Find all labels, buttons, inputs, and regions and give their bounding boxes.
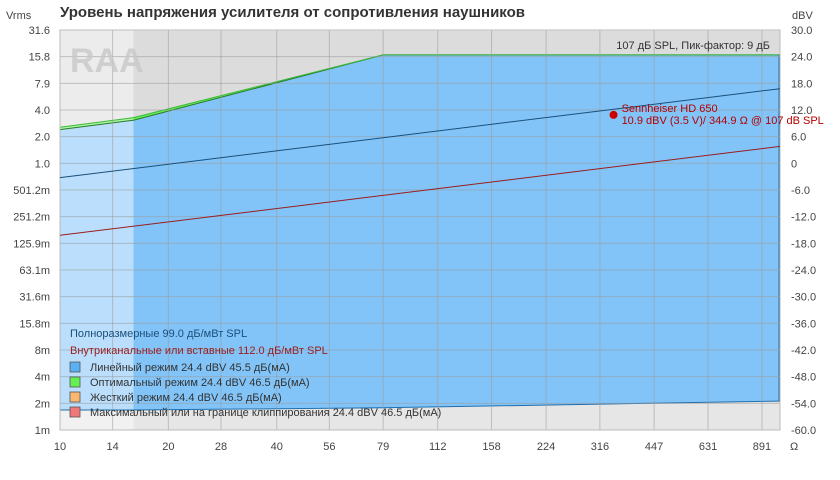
y-right-tick-label: 0 — [791, 158, 797, 170]
series-line-2 — [60, 145, 780, 236]
grid — [59, 29, 781, 431]
y-left-tick-label: 2m — [35, 398, 50, 410]
info-text: 107 дБ SPL, Пик-фактор: 9 дБ — [616, 40, 770, 52]
y-right-tick-label: 30.0 — [791, 25, 812, 37]
series-line-1 — [60, 88, 780, 179]
y-right-tick-label: -30.0 — [791, 292, 816, 304]
legend-region-4: Максимальный или на границе клиппировани… — [90, 407, 441, 419]
y-right-tick-label: -6.0 — [791, 185, 810, 197]
y-right-tick-label: 18.0 — [791, 78, 812, 90]
legend-series-2: Внутриканальные или вставные 112.0 дБ/мВ… — [70, 345, 328, 357]
x-tick-label: 14 — [106, 441, 118, 453]
y-left-tick-label: 7.9 — [35, 78, 50, 90]
y-right-ticks: -60.0 -54.0 -48.0 -42.0 -36.0 -30.0 -24.0 -18.0… — [791, 25, 816, 437]
region-optimal-top-edge — [60, 54, 780, 128]
x-tick-label: 40 — [271, 441, 283, 453]
x-tick-label: 316 — [591, 441, 609, 453]
legend-swatch-2 — [69, 376, 81, 388]
y-left-tick-label: 251.2m — [13, 212, 50, 224]
legend: Полноразмерные 99.0 дБ/мВт SPL Внутрикана… — [69, 328, 441, 419]
y-left-tick-label: 1m — [35, 425, 50, 437]
legend-series-1: Полноразмерные 99.0 дБ/мВт SPL — [70, 328, 247, 340]
x-tick-label: 631 — [699, 441, 717, 453]
x-ticks: 10 14 20 28 40 56 79 112 158 224 316 447 631 891 — [54, 441, 771, 453]
x-axis-unit: Ω — [790, 441, 798, 453]
y-left-tick-label: 8m — [35, 345, 50, 357]
annotation-detail: 10.9 dBV (3.5 V)/ 344.9 Ω @ 107 dB SPL — [622, 115, 824, 127]
chart-title: Уровень напряжения усилителя от сопротив… — [60, 4, 525, 21]
logo-mark: RAA — [70, 42, 144, 80]
y-right-tick-label: 24.0 — [791, 52, 812, 64]
y-left-tick-label: 4m — [35, 372, 50, 384]
x-tick-label: 79 — [377, 441, 389, 453]
x-tick-label: 158 — [482, 441, 500, 453]
logo: RAA — [70, 42, 144, 80]
legend-swatch-3 — [69, 391, 81, 403]
plot-border — [59, 29, 781, 431]
x-tick-label: 10 — [54, 441, 66, 453]
legend-swatch-4 — [69, 406, 81, 418]
legend-region-2: Оптимальный режим 24.4 dBV 46.5 дБ(мА) — [90, 377, 310, 389]
y-left-tick-label: 125.9m — [13, 238, 50, 250]
x-tick-label: 20 — [162, 441, 174, 453]
series-lines — [60, 88, 780, 236]
y-left-tick-label: 15.8m — [19, 318, 50, 330]
y-right-tick-label: -42.0 — [791, 345, 816, 357]
y-right-tick-label: -60.0 — [791, 425, 816, 437]
y-left-axis-label: Vrms — [6, 10, 32, 22]
y-right-tick-label: -54.0 — [791, 398, 816, 410]
x-tick-label: 56 — [323, 441, 335, 453]
y-right-tick-label: -24.0 — [791, 265, 816, 277]
y-right-tick-label: -36.0 — [791, 318, 816, 330]
y-right-tick-label: -48.0 — [791, 372, 816, 384]
x-tick-label: 112 — [429, 441, 447, 453]
y-right-tick-label: 6.0 — [791, 132, 806, 144]
y-left-tick-label: 15.8 — [29, 52, 50, 64]
region-floor-edge — [60, 400, 780, 411]
x-tick-label: 224 — [537, 441, 555, 453]
y-left-tick-label: 501.2m — [13, 185, 50, 197]
legend-swatch-1 — [69, 361, 81, 373]
y-left-tick-label: 63.1m — [19, 265, 50, 277]
legend-region-1: Линейный режим 24.4 dBV 45.5 дБ(мА) — [90, 362, 290, 374]
y-right-tick-label: -18.0 — [791, 238, 816, 250]
y-left-tick-label: 31.6m — [19, 292, 50, 304]
y-right-tick-label: -12.0 — [791, 212, 816, 224]
x-tick-label: 447 — [645, 441, 663, 453]
annotation-point — [609, 110, 618, 119]
y-left-ticks: 1m 2m 4m 8m 15.8m 31.6m 63.1m 125.9m 251.2m 501.2… — [13, 25, 50, 437]
y-left-tick-label: 31.6 — [29, 25, 50, 37]
x-tick-label: 28 — [215, 441, 227, 453]
y-right-tick-label: 12.0 — [791, 105, 812, 117]
y-left-tick-label: 2.0 — [35, 132, 50, 144]
headroom-area — [60, 31, 780, 128]
y-left-tick-label: 4.0 — [35, 105, 50, 117]
y-left-tick-label: 1.0 — [35, 158, 50, 170]
x-tick-label: 891 — [753, 441, 771, 453]
legend-region-3: Жесткий режим 24.4 dBV 46.5 дБ(мА) — [90, 392, 282, 404]
annotation-label: Sennheiser HD 650 — [622, 103, 718, 115]
y-right-axis-label: dBV — [792, 10, 813, 22]
